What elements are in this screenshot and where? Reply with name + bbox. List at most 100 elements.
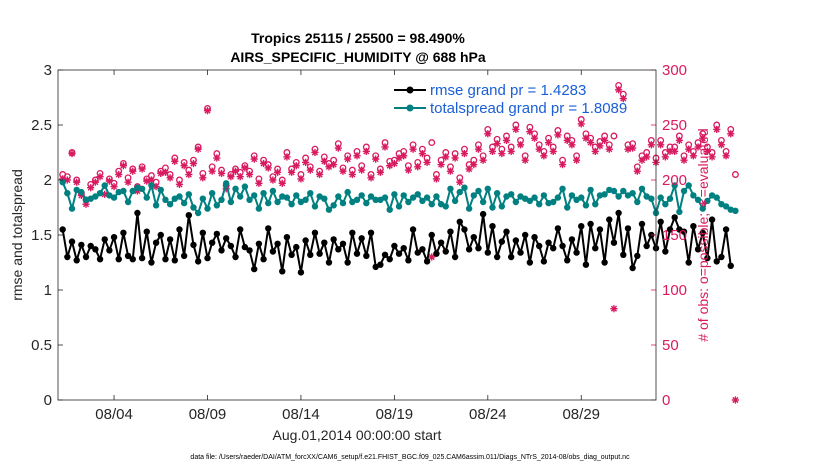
totalspread-point <box>344 188 351 196</box>
obs-evaluated-point <box>292 162 300 170</box>
rmse-point <box>232 253 239 261</box>
rmse-point <box>349 229 356 236</box>
totalspread-point <box>395 203 403 210</box>
totalspread-point <box>78 188 85 196</box>
totalspread-point <box>536 201 543 208</box>
rmse-point <box>503 228 510 235</box>
obs-evaluated-point <box>283 153 291 161</box>
y-tick-label-right: 0 <box>662 392 670 409</box>
totalspread-point <box>166 201 174 208</box>
obs-evaluated-point <box>245 170 254 179</box>
obs-evaluated-point <box>456 178 464 186</box>
rmse-point <box>316 250 323 257</box>
totalspread-point <box>559 185 566 192</box>
obs-evaluated-point <box>647 141 655 149</box>
obs-evaluated-point <box>544 139 553 147</box>
rmse-point <box>708 216 716 223</box>
totalspread-point <box>391 191 398 198</box>
totalspread-point <box>629 190 636 197</box>
obs-evaluated-point <box>493 140 501 148</box>
totalspread-point <box>148 182 155 189</box>
obs-evaluated-point <box>348 170 356 179</box>
totalspread-point <box>564 204 571 211</box>
y-tick-label-left: 2 <box>44 172 52 189</box>
rmse-point <box>134 209 141 217</box>
rmse-point <box>680 228 688 235</box>
chart-title: Tropics 25115 / 25500 = 98.490% <box>251 30 465 46</box>
totalspread-point <box>68 205 76 212</box>
rmse-point <box>241 243 249 251</box>
rmse-point <box>479 210 487 218</box>
footnote: data file: /Users/raeder/DAI/ATM_forcXX/… <box>190 454 630 461</box>
obs-evaluated-point <box>601 136 609 144</box>
rmse-point <box>288 251 295 258</box>
y-tick-label-left: 3 <box>44 62 52 79</box>
obs-evaluated-point <box>615 86 623 94</box>
rmse-point <box>465 246 473 253</box>
y-tick-label-right: 200 <box>662 172 687 189</box>
rmse-point <box>68 238 76 245</box>
obs-evaluated-point <box>731 396 740 404</box>
obs-evaluated-point <box>446 167 455 175</box>
rmse-point <box>73 257 80 264</box>
rmse-point <box>554 225 562 232</box>
rmse-point <box>437 239 445 246</box>
obs-evaluated-point <box>250 155 258 163</box>
totalspread-point <box>610 187 618 195</box>
rmse-point <box>634 252 641 260</box>
obs-evaluated-point <box>217 169 226 177</box>
legend: rmse grand pr = 1.4283 totalspread grand… <box>394 82 627 117</box>
rmse-point <box>87 242 94 250</box>
rmse-point <box>381 251 389 258</box>
totalspread-point <box>59 179 66 186</box>
obs-evaluated-point <box>185 170 193 179</box>
rmse-point <box>568 236 576 243</box>
totalspread-point <box>498 203 506 210</box>
rmse-point <box>587 220 594 228</box>
obs-evaluated-point <box>320 157 328 165</box>
totalspread-point <box>232 185 239 192</box>
obs-evaluated-point <box>661 153 669 161</box>
totalspread-point <box>578 194 585 201</box>
obs-evaluated-point <box>722 152 730 160</box>
totalspread-point <box>554 194 562 201</box>
x-tick-label: 08/14 <box>282 406 320 423</box>
obs-evaluated-point <box>703 147 711 155</box>
obs-evaluated-point <box>582 134 590 142</box>
rmse-point <box>578 223 585 230</box>
x-tick-label: 08/24 <box>469 406 507 423</box>
obs-evaluated-point <box>610 305 618 313</box>
rmse-point <box>409 226 417 233</box>
obs-evaluated-point <box>699 134 707 142</box>
totalspread-point <box>550 198 557 206</box>
obs-evaluated-point <box>563 136 571 144</box>
rmse-point <box>419 246 426 253</box>
legend-marker-spread <box>406 104 414 112</box>
totalspread-point <box>339 199 347 207</box>
totalspread-point <box>120 187 127 195</box>
rmse-point <box>475 245 482 252</box>
totalspread-point <box>540 192 548 199</box>
y-tick-label-right: 50 <box>662 337 679 354</box>
rmse-point <box>521 231 529 239</box>
totalspread-point <box>241 183 249 190</box>
obs-evaluated-point <box>577 120 585 128</box>
rmse-point <box>620 251 627 258</box>
obs-evaluated-point <box>512 125 520 133</box>
rmse-point <box>171 257 178 264</box>
obs-evaluated-point <box>540 152 548 160</box>
rmse-point <box>246 247 253 254</box>
obs-evaluated-point <box>241 164 249 172</box>
totalspread-point <box>265 199 272 207</box>
totalspread-point <box>110 194 118 201</box>
totalspread-point <box>676 208 683 216</box>
x-tick-label: 08/29 <box>562 406 600 423</box>
obs-evaluated-point <box>521 156 529 164</box>
obs-evaluated-point <box>68 150 76 158</box>
series-layer <box>59 81 740 404</box>
obs-evaluated-point <box>675 136 683 144</box>
rmse-point <box>367 229 375 236</box>
obs-evaluated-point <box>549 147 557 155</box>
obs-evaluated-point <box>255 179 263 187</box>
